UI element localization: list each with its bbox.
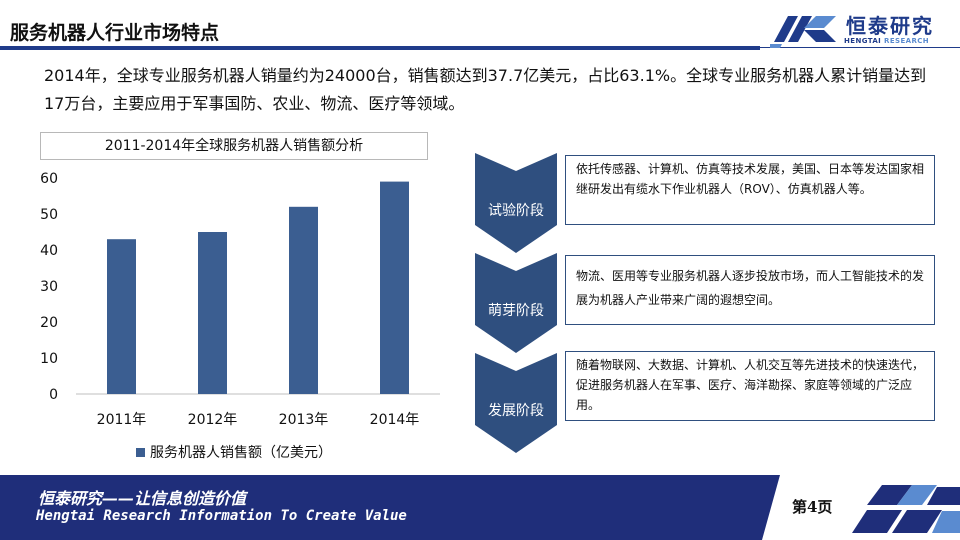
legend-swatch xyxy=(136,448,145,457)
bar xyxy=(107,239,136,394)
logo-name: 恒泰研究 xyxy=(846,14,934,38)
company-logo: 恒泰研究 HENGTAI RESEARCH xyxy=(770,8,955,48)
bar xyxy=(198,232,227,394)
bar xyxy=(380,181,409,394)
title-underline-thin xyxy=(760,47,960,48)
chevron-down-icon xyxy=(475,253,557,353)
stage-label: 发展阶段 xyxy=(488,403,544,419)
x-tick-label: 2014年 xyxy=(370,412,420,428)
legend-label: 服务机器人销售额（亿美元） xyxy=(150,445,332,461)
sales-bar-chart: 0 10 20 30 40 50 60 2011年 2012年 2013年 2014年服务机器人销售… xyxy=(40,171,440,461)
footer-slogan-en: Hengtai Research Information To Create V… xyxy=(36,508,407,524)
page-title: 服务机器人行业市场特点 xyxy=(10,22,220,44)
y-tick-label: 40 xyxy=(40,243,58,259)
logo-sub-accent: RESEARCH xyxy=(884,37,930,45)
y-tick-label: 30 xyxy=(40,279,58,295)
y-tick-label: 60 xyxy=(40,171,58,187)
intro-paragraph: 2014年，全球专业服务机器人销量约为24000台，销售额达到37.7亿美元，占… xyxy=(44,66,927,113)
page-number: 第4页 xyxy=(792,498,833,516)
x-tick-label: 2011年 xyxy=(97,412,147,428)
chevron-down-icon xyxy=(475,353,557,453)
footer-slogan-cn: 恒泰研究——让信息创造价值 xyxy=(38,489,247,508)
y-tick-label: 10 xyxy=(40,351,58,367)
title-underline xyxy=(0,46,760,50)
x-tick-label: 2012年 xyxy=(188,412,238,428)
footer-corner-decoration xyxy=(762,475,960,540)
stage-label: 萌芽阶段 xyxy=(488,303,544,319)
chart-title: 2011-2014年全球服务机器人销售额分析 xyxy=(40,132,428,160)
logo-mark-icon xyxy=(770,16,836,48)
stage-description: 物流、医用等专业服务机器人逐步投放市场，而人工智能技术的发展为机器人产业带来广阔… xyxy=(565,255,935,325)
y-tick-label: 20 xyxy=(40,315,58,331)
y-tick-label: 0 xyxy=(49,387,58,403)
stage-label: 试验阶段 xyxy=(488,203,544,219)
x-tick-label: 2013年 xyxy=(279,412,329,428)
logo-subtitle: HENGTAI RESEARCH xyxy=(844,37,929,45)
chevron-down-icon xyxy=(475,153,557,253)
bar xyxy=(289,206,318,394)
y-tick-label: 50 xyxy=(40,207,58,223)
logo-sub-main: HENGTAI xyxy=(844,37,882,45)
stage-description: 依托传感器、计算机、仿真等技术发展，美国、日本等发达国家相继研发出有缆水下作业机… xyxy=(565,155,935,225)
stage-description: 随着物联网、大数据、计算机、人机交互等先进技术的快速迭代，促进服务机器人在军事、… xyxy=(565,351,935,421)
